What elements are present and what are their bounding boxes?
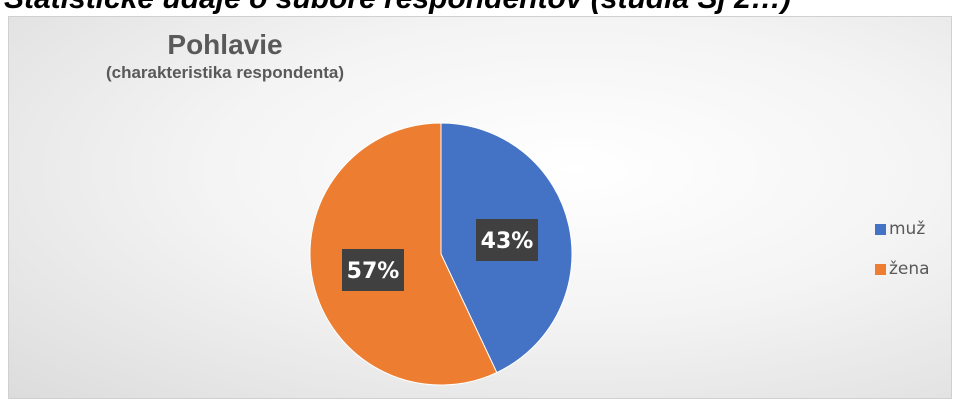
data-label-muz: 43% (481, 229, 534, 254)
data-label-box-zena (342, 249, 404, 291)
chart-title: Pohlavie (167, 29, 283, 60)
chart-area[interactable]: Pohlavie (charakteristika respondenta) 4… (8, 16, 952, 399)
legend-swatch-zena (875, 263, 886, 275)
pie-chart: 43% 57% (309, 122, 573, 386)
legend-label-muz: muž (889, 219, 926, 239)
legend-label-zena: žena (889, 259, 930, 279)
legend-swatch-muz (875, 223, 886, 235)
legend-item-muz: muž (875, 218, 930, 240)
chart-subtitle: (charakteristika respondenta) (105, 63, 345, 82)
data-label-box-muz (476, 219, 538, 261)
legend: muž žena (875, 218, 930, 298)
data-label-zena: 57% (347, 259, 400, 284)
document-heading-cutoff: Štatistické údaje o súbore respondentov … (0, 0, 960, 17)
legend-item-zena: žena (875, 258, 930, 280)
